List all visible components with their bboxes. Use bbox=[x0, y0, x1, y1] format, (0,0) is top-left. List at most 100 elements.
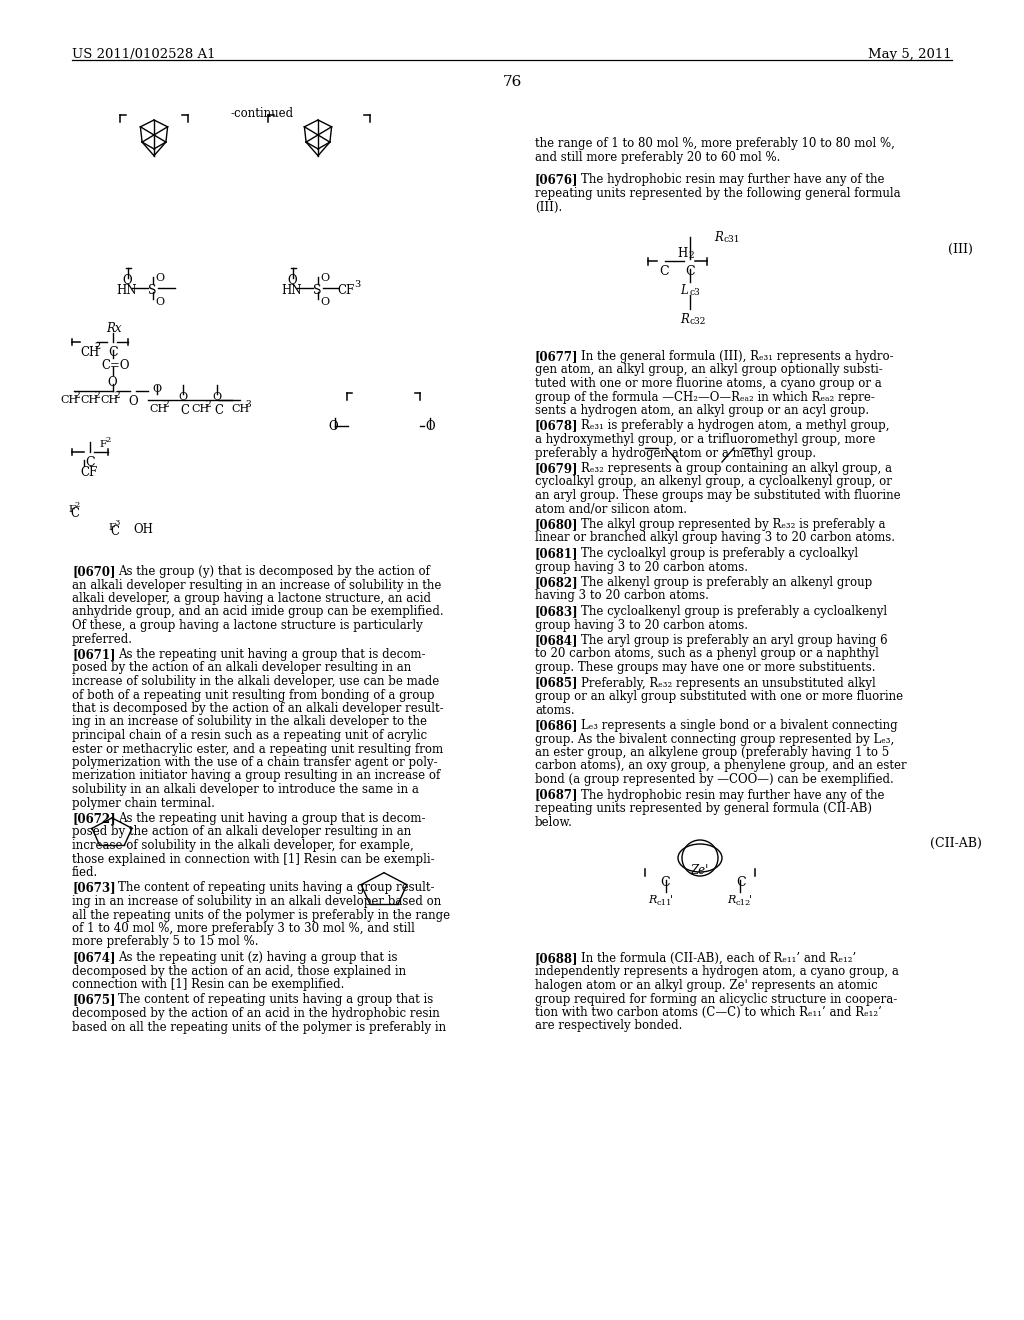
Text: those explained in connection with [1] Resin can be exempli-: those explained in connection with [1] R… bbox=[72, 853, 434, 866]
Text: The cycloalkenyl group is preferably a cycloalkenyl: The cycloalkenyl group is preferably a c… bbox=[581, 605, 887, 618]
Text: The hydrophobic resin may further have any of the: The hydrophobic resin may further have a… bbox=[581, 173, 885, 186]
Text: R: R bbox=[648, 895, 656, 906]
Text: [0670]: [0670] bbox=[72, 565, 116, 578]
Text: [0680]: [0680] bbox=[535, 517, 579, 531]
Text: Lₑ₃ represents a single bond or a bivalent connecting: Lₑ₃ represents a single bond or a bivale… bbox=[581, 719, 898, 733]
Text: more preferably 5 to 15 mol %.: more preferably 5 to 15 mol %. bbox=[72, 936, 258, 949]
Text: cycloalkyl group, an alkenyl group, a cycloalkenyl group, or: cycloalkyl group, an alkenyl group, a cy… bbox=[535, 475, 892, 488]
Text: of both of a repeating unit resulting from bonding of a group: of both of a repeating unit resulting fr… bbox=[72, 689, 434, 701]
Text: [0675]: [0675] bbox=[72, 994, 116, 1006]
Text: below.: below. bbox=[535, 816, 572, 829]
Text: [0671]: [0671] bbox=[72, 648, 116, 661]
Text: The content of repeating units having a group result-: The content of repeating units having a … bbox=[118, 882, 434, 895]
Text: CH: CH bbox=[80, 346, 99, 359]
Text: R: R bbox=[727, 895, 735, 906]
Text: HN: HN bbox=[116, 284, 136, 297]
Text: increase of solubility in the alkali developer, for example,: increase of solubility in the alkali dev… bbox=[72, 840, 414, 851]
Text: R: R bbox=[714, 231, 723, 244]
Text: tion with two carbon atoms (C—C) to which Rₑ₁₁’ and Rₑ₁₂’: tion with two carbon atoms (C—C) to whic… bbox=[535, 1006, 882, 1019]
Text: group or an alkyl group substituted with one or more fluorine: group or an alkyl group substituted with… bbox=[535, 690, 903, 704]
Text: O: O bbox=[122, 275, 132, 286]
Text: [0681]: [0681] bbox=[535, 546, 579, 560]
Text: O: O bbox=[106, 376, 117, 389]
Text: that is decomposed by the action of an alkali developer result-: that is decomposed by the action of an a… bbox=[72, 702, 443, 715]
Text: of 1 to 40 mol %, more preferably 3 to 30 mol %, and still: of 1 to 40 mol %, more preferably 3 to 3… bbox=[72, 921, 415, 935]
Text: based on all the repeating units of the polymer is preferably in: based on all the repeating units of the … bbox=[72, 1020, 446, 1034]
Text: group. As the bivalent connecting group represented by Lₑ₃,: group. As the bivalent connecting group … bbox=[535, 733, 894, 746]
Text: 2: 2 bbox=[74, 502, 79, 510]
Text: posed by the action of an alkali developer resulting in an: posed by the action of an alkali develop… bbox=[72, 661, 412, 675]
Text: [0678]: [0678] bbox=[535, 420, 579, 433]
Text: As the repeating unit (z) having a group that is: As the repeating unit (z) having a group… bbox=[118, 950, 397, 964]
Text: repeating units represented by the following general formula: repeating units represented by the follo… bbox=[535, 187, 901, 201]
Text: O: O bbox=[152, 384, 161, 393]
Text: CH: CH bbox=[191, 404, 209, 414]
Text: C=O: C=O bbox=[101, 359, 129, 372]
Text: As the repeating unit having a group that is decom-: As the repeating unit having a group tha… bbox=[118, 812, 426, 825]
Text: bond (a group represented by —COO—) can be exemplified.: bond (a group represented by —COO—) can … bbox=[535, 774, 894, 785]
Text: posed by the action of an alkali developer resulting in an: posed by the action of an alkali develop… bbox=[72, 825, 412, 838]
Text: CH: CH bbox=[80, 395, 98, 405]
Text: The content of repeating units having a group that is: The content of repeating units having a … bbox=[118, 994, 433, 1006]
Text: an aryl group. These groups may be substituted with fluorine: an aryl group. These groups may be subst… bbox=[535, 488, 901, 502]
Text: [0677]: [0677] bbox=[535, 350, 579, 363]
Text: CH: CH bbox=[150, 404, 167, 414]
Text: and still more preferably 20 to 60 mol %.: and still more preferably 20 to 60 mol %… bbox=[535, 150, 780, 164]
Text: c31: c31 bbox=[723, 235, 739, 244]
Text: S: S bbox=[313, 284, 322, 297]
Text: CH: CH bbox=[231, 404, 249, 414]
Text: 3: 3 bbox=[245, 400, 251, 409]
Text: C: C bbox=[214, 404, 223, 417]
Text: C: C bbox=[180, 404, 189, 417]
Text: O: O bbox=[319, 297, 329, 308]
Text: C: C bbox=[70, 507, 79, 520]
Text: Preferably, Rₑ₃₂ represents an unsubstituted alkyl: Preferably, Rₑ₃₂ represents an unsubstit… bbox=[581, 676, 876, 689]
Text: The alkenyl group is preferably an alkenyl group: The alkenyl group is preferably an alken… bbox=[581, 576, 872, 589]
Text: all the repeating units of the polymer is preferably in the range: all the repeating units of the polymer i… bbox=[72, 908, 451, 921]
Text: (CII-AB): (CII-AB) bbox=[930, 837, 982, 850]
Text: polymerization with the use of a chain transfer agent or poly-: polymerization with the use of a chain t… bbox=[72, 756, 437, 770]
Text: CF: CF bbox=[337, 284, 354, 297]
Text: merization initiator having a group resulting in an increase of: merization initiator having a group resu… bbox=[72, 770, 440, 783]
Text: O: O bbox=[155, 297, 164, 308]
Text: anhydride group, and an acid imide group can be exemplified.: anhydride group, and an acid imide group… bbox=[72, 606, 443, 619]
Text: polymer chain terminal.: polymer chain terminal. bbox=[72, 796, 215, 809]
Text: 2: 2 bbox=[205, 400, 211, 409]
Text: As the group (y) that is decomposed by the action of: As the group (y) that is decomposed by t… bbox=[118, 565, 430, 578]
Text: group. These groups may have one or more substituents.: group. These groups may have one or more… bbox=[535, 661, 876, 675]
Text: C: C bbox=[736, 876, 745, 888]
Text: C: C bbox=[85, 455, 94, 469]
Text: fied.: fied. bbox=[72, 866, 98, 879]
Text: ester or methacrylic ester, and a repeating unit resulting from: ester or methacrylic ester, and a repeat… bbox=[72, 742, 443, 755]
Text: R: R bbox=[680, 313, 689, 326]
Text: US 2011/0102528 A1: US 2011/0102528 A1 bbox=[72, 48, 215, 61]
Text: ing in an increase of solubility in the alkali developer to the: ing in an increase of solubility in the … bbox=[72, 715, 427, 729]
Text: (III).: (III). bbox=[535, 201, 562, 214]
Text: O: O bbox=[287, 275, 297, 286]
Text: [0674]: [0674] bbox=[72, 950, 116, 964]
Text: Ze': Ze' bbox=[690, 865, 709, 876]
Text: the range of 1 to 80 mol %, more preferably 10 to 80 mol %,: the range of 1 to 80 mol %, more prefera… bbox=[535, 137, 895, 150]
Text: Of these, a group having a lactone structure is particularly: Of these, a group having a lactone struc… bbox=[72, 619, 423, 632]
Text: [0673]: [0673] bbox=[72, 882, 116, 895]
Text: group required for forming an alicyclic structure in coopera-: group required for forming an alicyclic … bbox=[535, 993, 897, 1006]
Text: linear or branched alkyl group having 3 to 20 carbon atoms.: linear or branched alkyl group having 3 … bbox=[535, 532, 895, 544]
Text: O: O bbox=[328, 420, 338, 433]
Text: group of the formula —CH₂—O—Rₑₐ₂ in which Rₑₐ₂ repre-: group of the formula —CH₂—O—Rₑₐ₂ in whic… bbox=[535, 391, 874, 404]
Text: [0683]: [0683] bbox=[535, 605, 579, 618]
Text: O: O bbox=[155, 273, 164, 282]
Text: ': ' bbox=[670, 895, 673, 906]
Text: Rₑ₃₁ is preferably a hydrogen atom, a methyl group,: Rₑ₃₁ is preferably a hydrogen atom, a me… bbox=[581, 420, 890, 433]
Text: c32: c32 bbox=[689, 317, 706, 326]
Text: Rₑ₃₂ represents a group containing an alkyl group, a: Rₑ₃₂ represents a group containing an al… bbox=[581, 462, 892, 475]
Text: atoms.: atoms. bbox=[535, 704, 574, 717]
Text: F: F bbox=[99, 440, 106, 449]
Text: F: F bbox=[108, 523, 115, 532]
Text: c12: c12 bbox=[736, 899, 752, 907]
Text: 2: 2 bbox=[74, 391, 80, 400]
Text: HN: HN bbox=[281, 284, 301, 297]
Text: are respectively bonded.: are respectively bonded. bbox=[535, 1019, 682, 1032]
Text: [0676]: [0676] bbox=[535, 173, 579, 186]
Text: C: C bbox=[108, 346, 118, 359]
Text: to 20 carbon atoms, such as a phenyl group or a naphthyl: to 20 carbon atoms, such as a phenyl gro… bbox=[535, 648, 879, 660]
